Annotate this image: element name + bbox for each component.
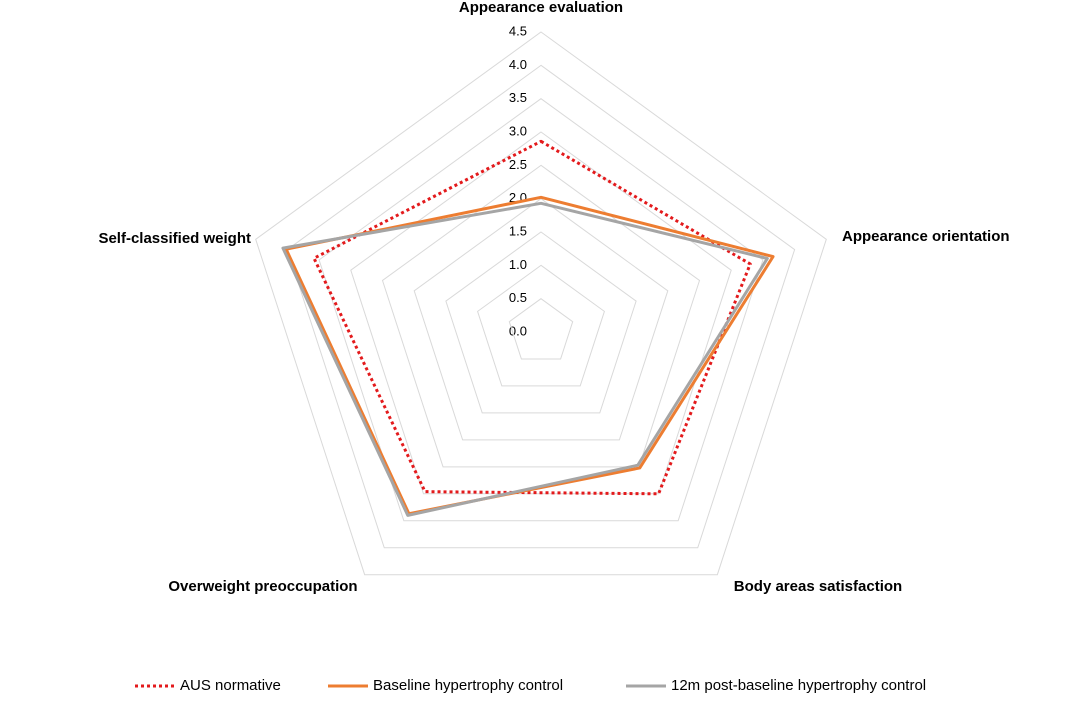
- grid-line: [381, 164, 701, 468]
- series-line: [284, 195, 775, 516]
- r-tick-label: 4.0: [509, 57, 527, 72]
- grid-line: [477, 264, 605, 387]
- r-tick-label: 1.0: [509, 257, 527, 272]
- r-tick-label: 0.0: [509, 323, 527, 338]
- grid-line: [286, 64, 796, 549]
- axis-label: Overweight preoccupation: [168, 578, 357, 595]
- legend-label: Baseline hypertrophy control: [373, 677, 563, 694]
- axis-label: Appearance orientation: [842, 228, 1010, 245]
- axis-label: Appearance evaluation: [459, 0, 623, 16]
- r-tick-label: 2.5: [509, 157, 527, 172]
- series-line: [281, 201, 769, 517]
- grid-line: [255, 31, 827, 576]
- legend-label: AUS normative: [180, 677, 281, 694]
- r-tick-label: 4.5: [509, 23, 527, 38]
- grid-line: [445, 231, 637, 414]
- series-line: [312, 139, 752, 496]
- grid-line: [508, 298, 574, 360]
- r-tick-label: 1.5: [509, 223, 527, 238]
- r-tick-label: 3.0: [509, 123, 527, 138]
- axis-label: Body areas satisfaction: [734, 578, 902, 595]
- grid-line: [413, 198, 669, 441]
- r-tick-label: 0.5: [509, 290, 527, 305]
- axis-label: Self-classified weight: [98, 230, 251, 247]
- legend-label: 12m post-baseline hypertrophy control: [671, 677, 926, 694]
- r-tick-label: 3.5: [509, 90, 527, 105]
- grid-line: [318, 98, 764, 522]
